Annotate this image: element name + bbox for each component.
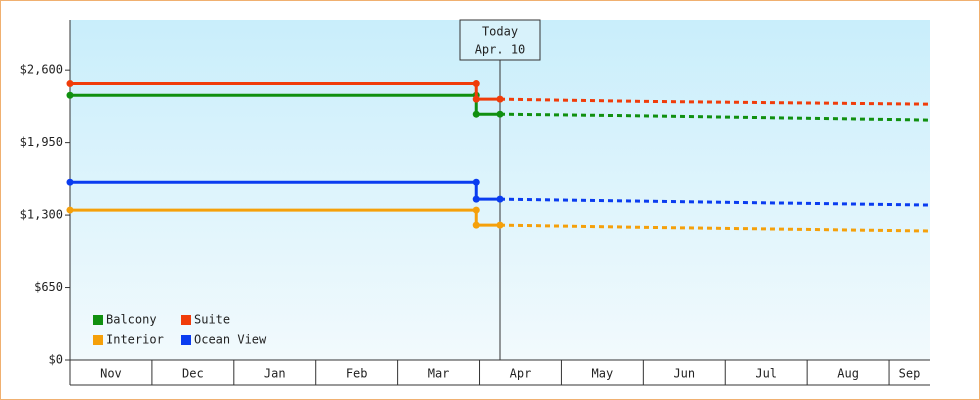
y-tick-label: $1,300: [20, 208, 63, 222]
legend-label: Interior: [106, 333, 164, 347]
x-tick-label: Mar: [428, 367, 450, 381]
y-tick-label: $0: [49, 353, 63, 367]
forecast-line: [499, 197, 931, 207]
price-line: [70, 82, 500, 101]
point: [496, 221, 504, 229]
point: [66, 80, 74, 88]
point: [472, 80, 480, 88]
x-tick-label: Jun: [673, 367, 695, 381]
forecast-line: [499, 223, 931, 233]
x-tick-label: Aug: [837, 367, 859, 381]
x-tick-label: May: [592, 367, 614, 381]
today-date: Apr. 10: [475, 43, 526, 57]
x-tick-label: Feb: [346, 367, 368, 381]
price-line: [70, 93, 500, 116]
point: [472, 221, 480, 229]
point: [472, 206, 480, 214]
point: [496, 195, 504, 203]
y-tick-label: $650: [34, 280, 63, 294]
legend-swatch: [181, 315, 191, 325]
y-tick-label: $1,950: [20, 135, 63, 149]
point: [496, 95, 504, 103]
x-tick-label: Sep: [899, 367, 921, 381]
legend-label: Ocean View: [194, 333, 267, 347]
legend-swatch: [93, 335, 103, 345]
point: [66, 91, 74, 99]
price-line: [70, 180, 500, 201]
legend-label: Suite: [194, 313, 230, 327]
price-line: [70, 208, 500, 227]
x-tick-label: Apr: [510, 367, 532, 381]
x-tick-label: Jul: [755, 367, 777, 381]
point: [66, 206, 74, 214]
today-box: [459, 19, 541, 61]
point: [496, 110, 504, 118]
legend-swatch: [181, 335, 191, 345]
forecast-line: [499, 112, 931, 122]
x-tick-label: Nov: [100, 367, 122, 381]
y-tick-label: $2,600: [20, 63, 63, 77]
point: [472, 195, 480, 203]
point: [66, 178, 74, 186]
point: [472, 178, 480, 186]
legend-label: Balcony: [106, 313, 157, 327]
legend-swatch: [93, 315, 103, 325]
point: [472, 110, 480, 118]
forecast-line: [499, 97, 931, 106]
point: [472, 95, 480, 103]
x-tick-label: Dec: [182, 367, 204, 381]
x-tick-label: Jan: [264, 367, 286, 381]
today-label: Today: [482, 25, 518, 39]
